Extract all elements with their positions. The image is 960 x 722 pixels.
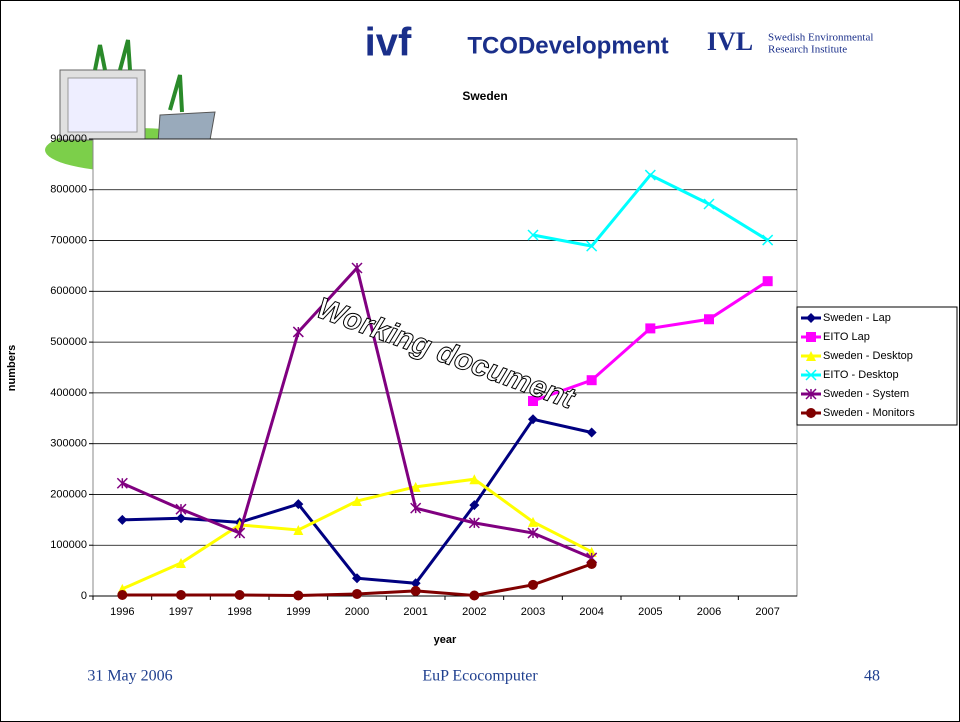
legend-label: Sweden - Monitors	[823, 407, 915, 419]
marker	[410, 585, 421, 596]
marker	[116, 477, 128, 489]
x-tick-label: 2007	[755, 606, 779, 618]
marker	[806, 351, 816, 361]
marker	[410, 502, 422, 514]
marker	[351, 262, 363, 274]
marker	[293, 499, 304, 510]
logo-tco: TCODevelopment	[467, 32, 668, 59]
marker	[644, 169, 656, 181]
legend-label: Sweden - System	[823, 388, 909, 400]
x-tick-label: 2000	[345, 606, 369, 618]
y-tick-label: 400000	[50, 387, 87, 399]
marker	[469, 590, 480, 601]
marker	[805, 388, 817, 400]
logo-ivf: ivf	[365, 21, 412, 65]
marker	[175, 503, 187, 515]
marker	[528, 396, 538, 407]
marker	[586, 559, 597, 570]
marker	[586, 546, 597, 557]
marker	[469, 474, 480, 485]
marker	[586, 240, 598, 252]
logo-ivl-text: Swedish Environmental	[768, 32, 873, 44]
marker	[410, 481, 421, 492]
marker	[352, 588, 362, 599]
marker	[234, 589, 245, 600]
logo-ivl: IVL	[707, 27, 753, 56]
legend-label: EITO Lap	[823, 331, 870, 343]
marker	[762, 276, 773, 287]
chart-title: Sweden	[462, 89, 507, 103]
marker	[293, 590, 304, 601]
marker	[117, 514, 128, 525]
x-tick-label: 1996	[110, 606, 134, 618]
legend-label: EITO - Desktop	[823, 369, 899, 381]
x-tick-label: 2006	[697, 606, 721, 618]
legend-box	[796, 306, 958, 426]
marker	[292, 326, 304, 338]
x-tick-label: 1997	[169, 606, 193, 618]
x-tick-label: 1998	[227, 606, 251, 618]
x-tick-label: 2002	[462, 606, 486, 618]
marker	[117, 589, 128, 600]
marker	[468, 517, 480, 529]
x-axis-label: year	[434, 634, 457, 646]
y-tick-label: 200000	[50, 488, 87, 500]
y-tick-label: 300000	[50, 438, 87, 450]
marker	[806, 332, 816, 342]
y-tick-label: 500000	[50, 336, 87, 348]
marker	[176, 589, 186, 600]
marker	[703, 198, 715, 210]
y-tick-label: 700000	[50, 234, 87, 246]
legend-label: Sweden - Desktop	[823, 350, 913, 362]
marker	[806, 408, 816, 418]
marker	[586, 375, 597, 386]
x-tick-label: 1999	[286, 606, 310, 618]
y-tick-label: 100000	[50, 539, 87, 551]
marker	[352, 496, 362, 507]
marker	[410, 578, 421, 589]
legend-label: Sweden - Lap	[823, 312, 891, 324]
marker	[352, 573, 362, 584]
x-tick-label: 2005	[638, 606, 662, 618]
marker	[528, 414, 538, 425]
x-tick-label: 2004	[579, 606, 603, 618]
x-tick-label: 2001	[403, 606, 427, 618]
marker	[293, 524, 304, 535]
marker	[806, 313, 816, 323]
footer-date: 31 May 2006	[87, 668, 172, 685]
y-tick-label: 800000	[50, 184, 87, 196]
marker	[176, 513, 186, 524]
marker	[527, 229, 539, 241]
marker	[805, 369, 817, 381]
y-axis-label: numbers	[6, 345, 18, 391]
x-tick-label: 2003	[521, 606, 545, 618]
marker	[528, 516, 538, 527]
footer-page: 48	[864, 668, 880, 685]
marker	[527, 527, 539, 539]
marker	[234, 527, 246, 539]
footer-title: EuP Ecocomputer	[422, 668, 538, 685]
marker	[469, 500, 480, 511]
y-tick-label: 900000	[50, 133, 87, 145]
marker	[176, 557, 186, 568]
marker	[704, 314, 714, 325]
marker	[528, 579, 538, 590]
marker	[762, 234, 774, 246]
y-tick-label: 0	[81, 590, 87, 602]
logo-ivl-text: Research Institute	[768, 44, 847, 56]
y-tick-label: 600000	[50, 285, 87, 297]
marker	[586, 427, 597, 438]
marker	[645, 323, 656, 334]
